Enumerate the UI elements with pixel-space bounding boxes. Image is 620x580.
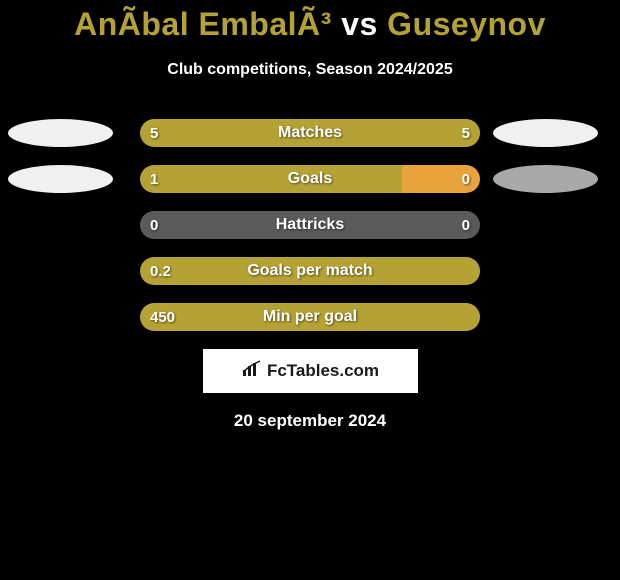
stat-bar-left-fill [140,119,480,147]
stat-bar: 10Goals [140,165,480,193]
stat-bar: 0.2Goals per match [140,257,480,285]
stat-bar: 0 0Hattricks [140,211,480,239]
player-left-name: AnÃ­bal EmbalÃ³ [74,6,332,42]
stat-bar-left-fill [140,165,402,193]
player-left-marker [8,119,113,147]
title-vs: vs [341,6,378,42]
stat-bar-left-fill [140,303,480,331]
stat-row: 450Min per goal [0,303,620,331]
stat-row: 0 0Hattricks [0,211,620,239]
player-right-marker [493,165,598,193]
player-right-marker [493,119,598,147]
player-right-name: Guseynov [387,6,546,42]
stat-label: Hattricks [140,211,480,239]
stat-bar: 450Min per goal [140,303,480,331]
stat-row: 0.2Goals per match [0,257,620,285]
stat-row: 10Goals [0,165,620,193]
bar-chart-icon [241,360,263,383]
subtitle: Club competitions, Season 2024/2025 [0,61,620,79]
date-text: 20 september 2024 [0,411,620,431]
source-logo-text: FcTables.com [267,361,379,381]
stat-value-right: 0 [462,211,470,239]
comparison-infographic: AnÃ­bal EmbalÃ³ vs Guseynov Club competi… [0,0,620,580]
stat-bar-left-fill [140,257,480,285]
stat-value-left: 0 [150,211,158,239]
stat-bar-right-fill [402,165,480,193]
player-left-marker [8,165,113,193]
stats-rows: 55Matches 10Goals 0 0Hattricks 0.2Goals per … [0,119,620,331]
stat-bar: 55Matches [140,119,480,147]
stat-row: 55Matches [0,119,620,147]
source-logo: FcTables.com [203,349,418,393]
page-title: AnÃ­bal EmbalÃ³ vs Guseynov [0,0,620,43]
